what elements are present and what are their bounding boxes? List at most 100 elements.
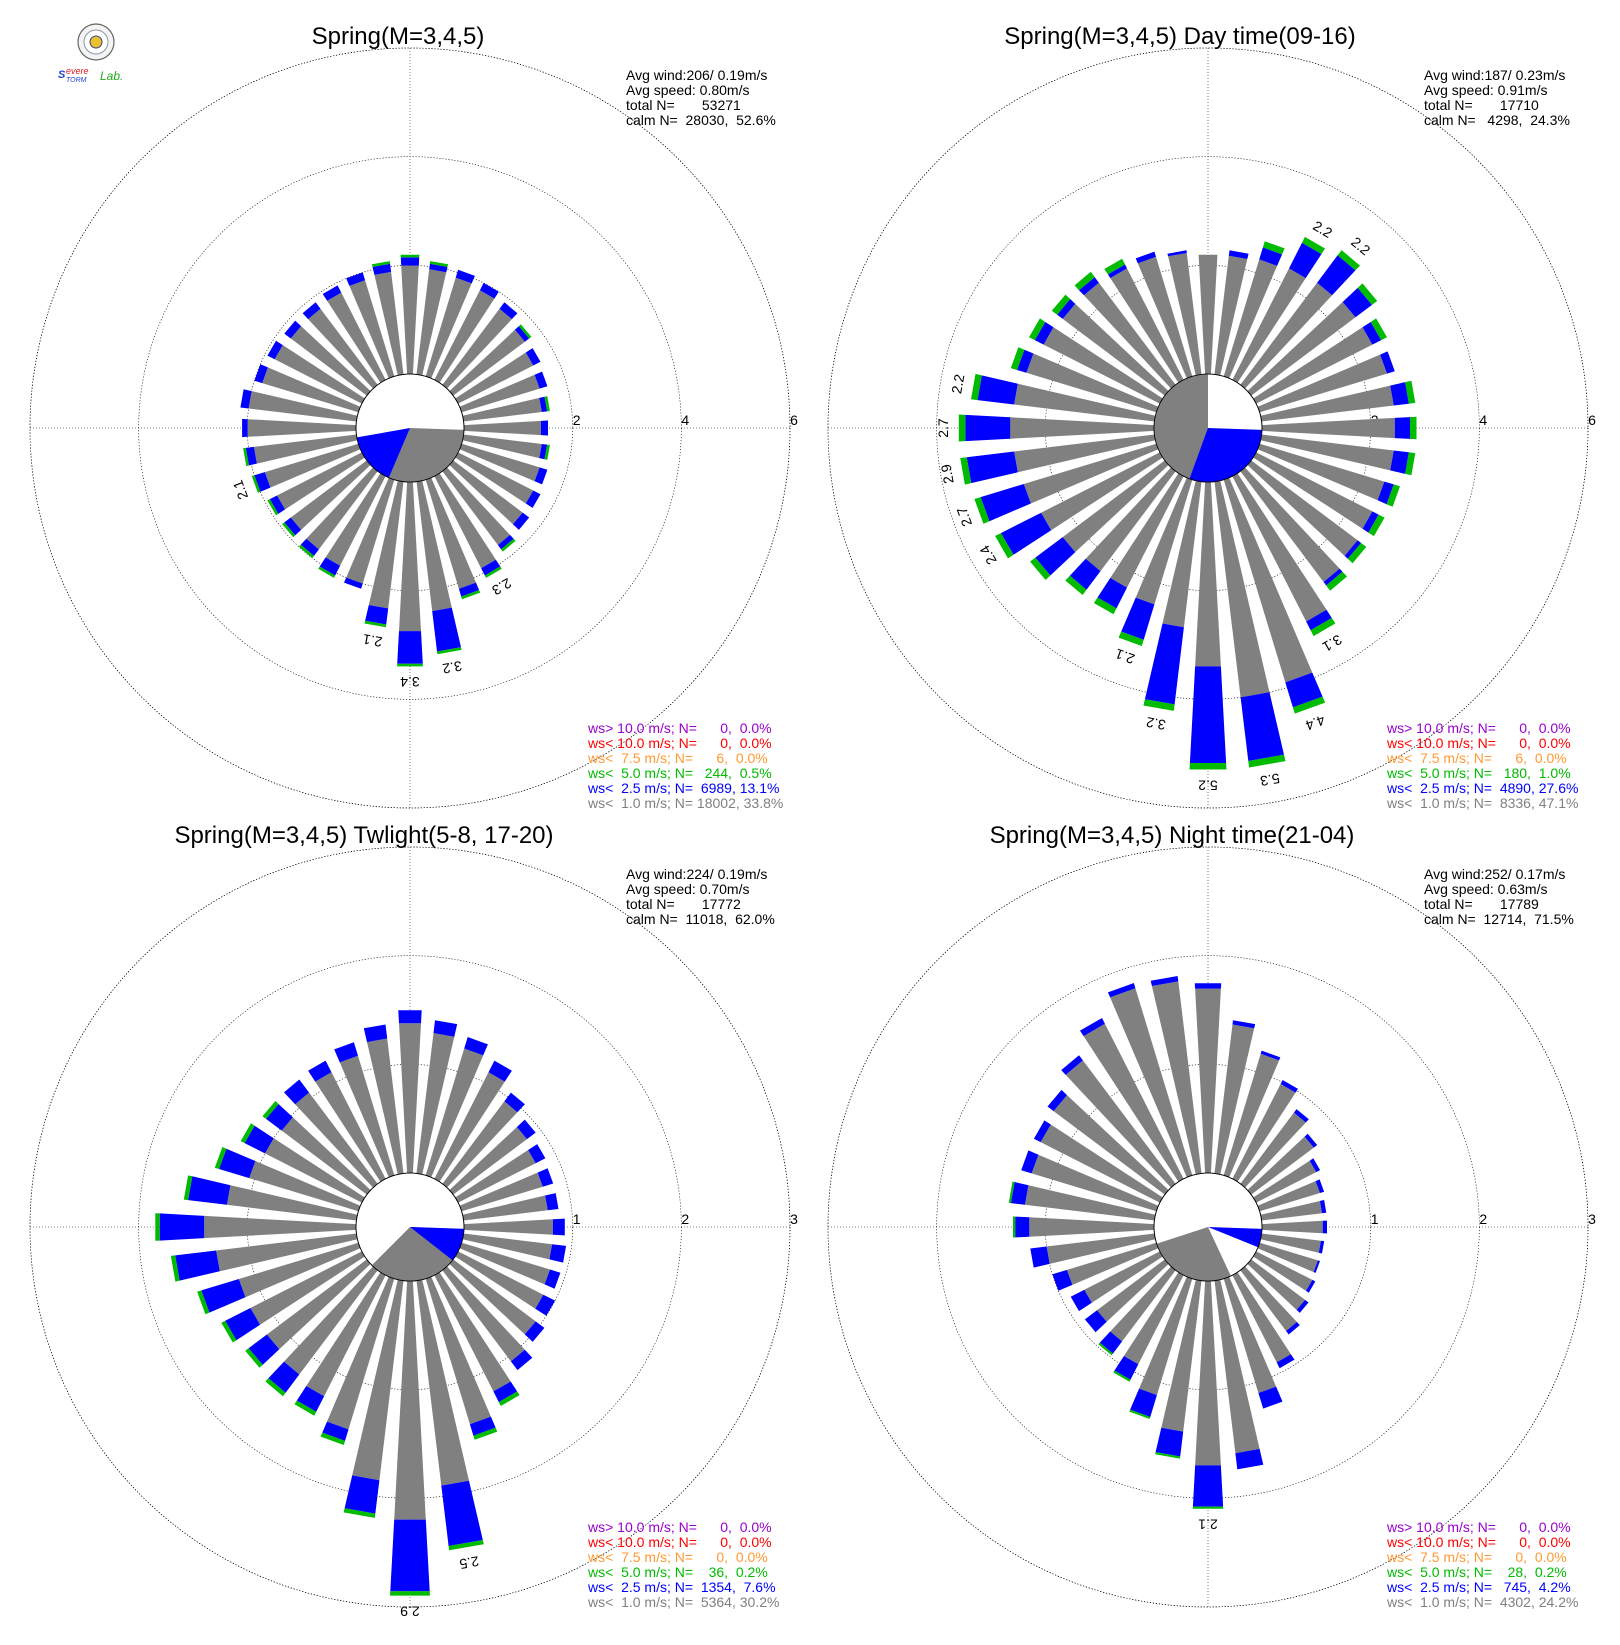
bar-segment-gray: [1214, 480, 1270, 698]
bar-segment-gray: [1240, 282, 1333, 389]
bar-segment-blue: [1061, 1055, 1083, 1075]
radial-tick-label: 6: [790, 412, 798, 428]
bar-segment-gray: [266, 1259, 371, 1350]
bar-segment-green: [371, 261, 391, 267]
bar-segment-gray: [284, 1266, 378, 1375]
bar-segment-blue: [1313, 1260, 1320, 1273]
bar-segment-blue: [497, 534, 514, 550]
calm-circle-outline: [1153, 373, 1263, 483]
bar-segment-blue: [398, 1010, 422, 1024]
stats-line: Avg speed: 0.63m/s: [1424, 881, 1547, 897]
bar-segment-green: [995, 533, 1014, 559]
wind-rose-panel-1: 2 4 6 2.3 3.2 3.4 2.1 2.1 Spring(M=3,4,5) Avg win…: [29, 23, 798, 811]
bar-segment-blue: [1135, 251, 1156, 264]
bar-segment-gray: [394, 1280, 426, 1520]
bar-segment-gray: [449, 329, 525, 396]
bar-segment-gray: [1253, 1251, 1313, 1291]
bar-segment-gray: [1084, 1251, 1163, 1303]
bar-segment-blue: [458, 582, 480, 597]
legend-entry: ws< 10.0 m/s; N= 0, 0.0%: [587, 1534, 772, 1550]
bar-segment-green: [243, 447, 249, 467]
bar-value-label: 2.2: [948, 373, 967, 395]
bar-segment-green: [1118, 631, 1144, 646]
bar-segment-blue: [534, 371, 548, 389]
bar-segment-gray: [416, 1279, 469, 1486]
legend-entry: ws< 7.5 m/s; N= 0, 0.0%: [1386, 1549, 1567, 1565]
bar-segment-green: [221, 1320, 237, 1343]
bar-segment-green: [461, 590, 481, 600]
bar-segment-blue: [429, 263, 448, 273]
bar-segment-blue: [1293, 1109, 1309, 1123]
bar-value-label: 5.3: [1259, 770, 1281, 789]
bar-segment-blue: [549, 1244, 567, 1263]
bar-segment-blue: [534, 467, 548, 485]
bar-segment-gray: [1024, 1185, 1156, 1221]
bar-segment-gray: [1110, 988, 1193, 1178]
bar-segment-blue: [1052, 1269, 1073, 1291]
bar-segment-gray: [274, 345, 365, 404]
bar-segment-gray: [1137, 256, 1193, 379]
bar-segment-green: [1008, 1181, 1015, 1204]
bar-segment-gray: [1223, 1276, 1277, 1393]
bar-segment-blue: [1155, 1427, 1184, 1457]
bar-segment-gray: [352, 1279, 404, 1481]
bar-segment-green: [437, 647, 462, 655]
bar-segment-blue: [1099, 1331, 1123, 1354]
bar-value-label: 2.3: [489, 575, 514, 599]
bar-segment-gray: [1062, 460, 1169, 553]
bar-segment-green: [1292, 696, 1326, 714]
bar-segment-blue: [365, 605, 389, 625]
bar-segment-blue: [1167, 250, 1187, 257]
radial-tick-label: 3: [790, 1211, 798, 1227]
bar-segment-green: [320, 1432, 345, 1445]
bar-segment-gray: [1247, 302, 1356, 396]
bar-segment-green: [1405, 380, 1416, 404]
bar-segment-gray: [349, 280, 395, 379]
bar-segment-blue: [1107, 983, 1136, 998]
wind-rose-panel-2: 2462.22.23.14.45.35.23.22.12.42.72.92.72…: [827, 23, 1596, 811]
bar-segment-blue: [240, 389, 252, 409]
radial-tick-label: 1: [573, 1211, 581, 1227]
bar-segment-gray: [1110, 473, 1184, 588]
bar-segment-green: [518, 324, 532, 339]
bar-segment-gray: [1023, 443, 1159, 504]
bar-segment-blue: [1232, 1020, 1256, 1029]
bar-segment-blue: [1342, 287, 1372, 318]
bar-segment-blue: [1057, 299, 1076, 319]
bar-segment-blue: [488, 1060, 512, 1082]
bar-segment-blue: [510, 1349, 533, 1371]
bar-segment-gray: [1151, 981, 1202, 1175]
bar-segment-gray: [1083, 282, 1176, 389]
bar-segment-blue: [1080, 1018, 1105, 1037]
bar-segment-blue: [1296, 1299, 1309, 1313]
bar-segment-blue: [219, 1148, 256, 1179]
bar-segment-gray: [463, 1219, 553, 1235]
bar-segment-blue: [1306, 609, 1332, 631]
bar-segment-gray: [455, 1251, 544, 1309]
radial-tick-label: 1: [1371, 1211, 1379, 1227]
bar-segment-gray: [1261, 1220, 1323, 1234]
bar-segment-blue: [1107, 264, 1127, 279]
bar-value-label: 2.7: [935, 418, 951, 438]
bar-segment-blue: [1317, 255, 1356, 296]
bar-segment-blue: [248, 1334, 280, 1365]
bar-segment-blue: [1362, 322, 1382, 345]
bar-segment-blue: [284, 320, 302, 339]
bar-segment-blue: [1034, 322, 1054, 345]
bar-segment-blue: [1390, 450, 1409, 474]
legend-entry: ws< 2.5 m/s; N= 1354, 7.6%: [587, 1579, 776, 1595]
bar-segment-green: [974, 497, 990, 524]
bar-segment-gray: [295, 1092, 378, 1188]
bar-segment-gray: [1029, 1217, 1155, 1237]
bar-segment-blue: [1121, 597, 1155, 640]
stats-line: Avg wind:187/ 0.23m/s: [1424, 67, 1565, 83]
bar-segment-green: [240, 1123, 255, 1144]
bar-segment-blue: [493, 1381, 518, 1403]
bar-segment-blue: [1318, 1240, 1325, 1254]
bar-segment-gray: [459, 374, 540, 413]
legend-entry: ws> 10.0 m/s; N= 0, 0.0%: [587, 1519, 772, 1535]
bar-segment-gray: [368, 480, 404, 609]
bar-value-label: 2.7: [953, 505, 975, 529]
bar-segment-blue: [1150, 976, 1179, 986]
